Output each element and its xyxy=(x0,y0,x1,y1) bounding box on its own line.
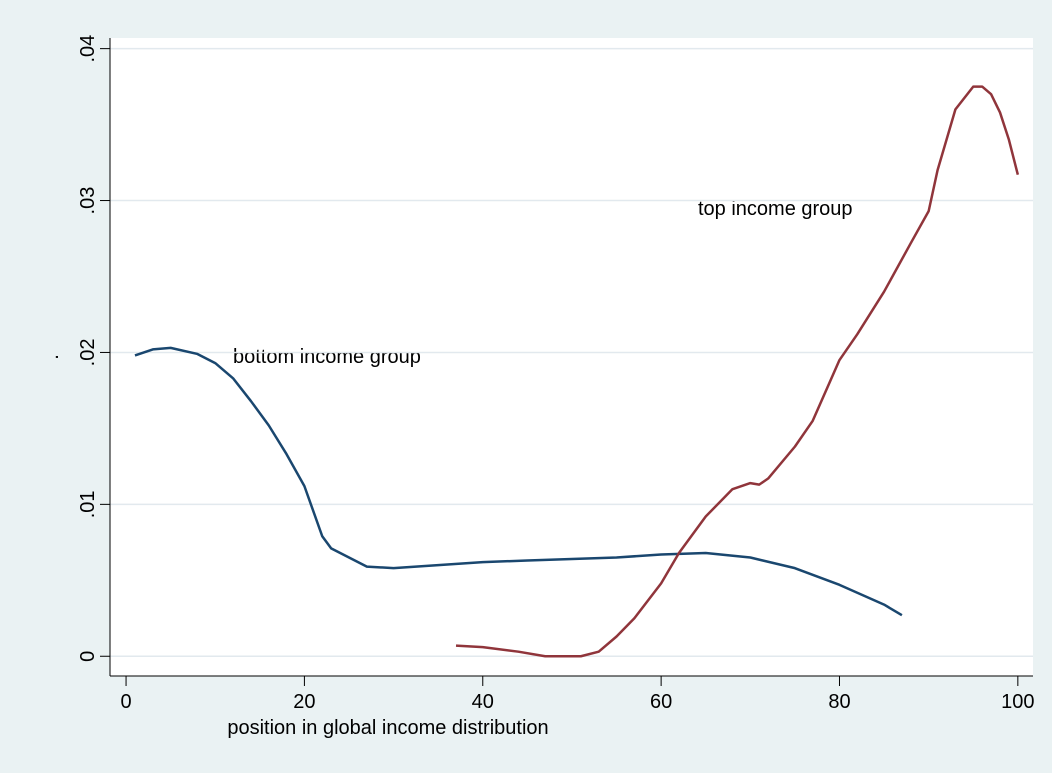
y-tick-label: 0 xyxy=(77,651,99,662)
annotation: bottom income group xyxy=(233,346,421,368)
annotation: top income group xyxy=(698,198,853,220)
series-line xyxy=(134,346,903,617)
x-tick-label: 60 xyxy=(650,691,672,713)
y-axis-label: . xyxy=(41,354,63,360)
x-tick-label: 100 xyxy=(1001,691,1034,713)
x-tick-label: 40 xyxy=(472,691,494,713)
y-tick-label: .01 xyxy=(77,490,99,518)
x-tick-label: 80 xyxy=(828,691,850,713)
y-tick-label: .03 xyxy=(77,187,99,215)
x-tick-label: 0 xyxy=(120,691,131,713)
y-tick-label: .02 xyxy=(77,339,99,367)
x-tick-label: 20 xyxy=(293,691,315,713)
x-axis-label: position in global income distribution xyxy=(227,717,548,739)
plot-area xyxy=(110,38,1033,676)
series-line xyxy=(455,85,1020,658)
y-tick-label: .04 xyxy=(77,35,99,63)
